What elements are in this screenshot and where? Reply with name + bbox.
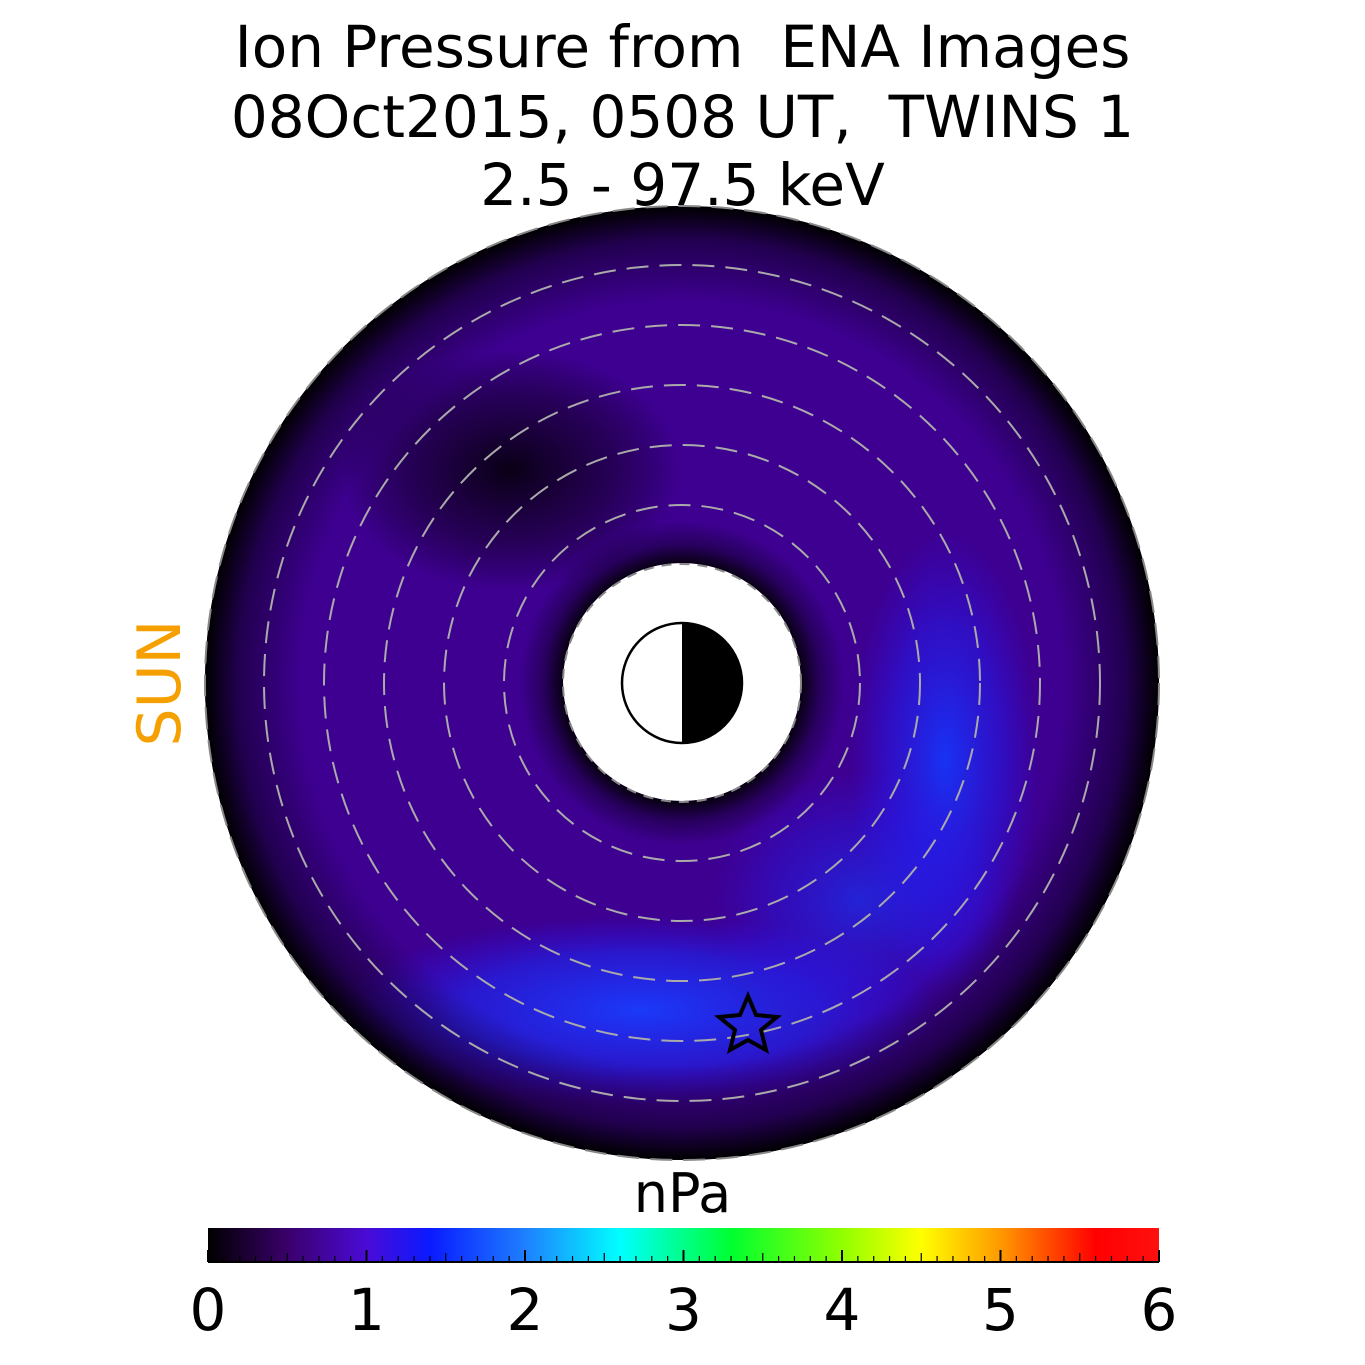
- colorbar-tick-label: 3: [665, 1276, 702, 1344]
- chart-title-line2: 08Oct2015, 0508 UT, TWINS 1: [230, 83, 1135, 151]
- distance-ring: [443, 444, 921, 922]
- earth-icon: [620, 621, 744, 745]
- star-marker-icon: [713, 990, 783, 1054]
- colorbar-ticks: 0 1 2 3 4 5 6: [190, 1250, 1178, 1344]
- colorbar-tick-label: 2: [507, 1276, 544, 1344]
- distance-ring: [503, 504, 861, 862]
- distance-rings: [263, 264, 1101, 1102]
- colorbar-tick-label: 6: [1141, 1276, 1178, 1344]
- colorbar-tick-label: 1: [348, 1276, 385, 1344]
- distance-ring: [263, 264, 1101, 1102]
- colorbar-tick-label: 4: [824, 1276, 861, 1344]
- colorbar-tick-label: 5: [982, 1276, 1019, 1344]
- distance-ring: [323, 324, 1041, 1042]
- distance-ring: [383, 384, 981, 982]
- colorbar-unit-label: nPa: [633, 1162, 732, 1225]
- outer-ring: [204, 205, 1160, 1161]
- inner-ring: [562, 563, 802, 803]
- colorbar-tick-label: 0: [190, 1276, 227, 1344]
- chart-title-line1: Ion Pressure from ENA Images: [234, 13, 1131, 81]
